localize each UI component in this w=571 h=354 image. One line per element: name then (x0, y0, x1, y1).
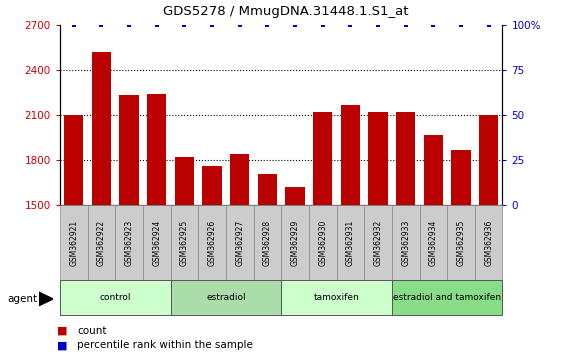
Point (263, 22, 272, 28)
Bar (479, 115, 498, 354)
Text: GSM362935: GSM362935 (456, 219, 465, 266)
Point (484, 22, 493, 28)
Point (318, 22, 327, 28)
Bar (341, 104, 360, 354)
Bar (171, 280, 282, 315)
Bar (420, 205, 447, 280)
Text: GSM362933: GSM362933 (401, 219, 410, 266)
Point (152, 22, 162, 28)
Text: GSM362924: GSM362924 (152, 219, 161, 266)
Text: ■: ■ (57, 340, 67, 350)
Point (207, 22, 216, 28)
Bar (60, 280, 171, 315)
Point (291, 22, 300, 28)
Text: percentile rank within the sample: percentile rank within the sample (77, 340, 253, 350)
Text: GSM362932: GSM362932 (373, 219, 383, 266)
Text: GSM362927: GSM362927 (235, 219, 244, 266)
Point (235, 22, 244, 28)
Point (346, 22, 355, 28)
Bar (309, 205, 336, 280)
Bar (282, 205, 309, 280)
Bar (171, 205, 198, 280)
Text: GSM362922: GSM362922 (97, 219, 106, 266)
Bar (336, 205, 364, 280)
Bar (364, 205, 392, 280)
Text: GDS5278 / MmugDNA.31448.1.S1_at: GDS5278 / MmugDNA.31448.1.S1_at (163, 5, 408, 18)
Bar (313, 112, 332, 354)
Point (456, 22, 465, 28)
Bar (87, 205, 115, 280)
Text: GSM362934: GSM362934 (429, 219, 438, 266)
Bar (147, 94, 166, 354)
Bar (286, 187, 305, 354)
Bar (396, 112, 415, 354)
Bar (392, 205, 420, 280)
Bar (115, 205, 143, 280)
Bar (475, 205, 502, 280)
Bar (64, 115, 83, 354)
Text: GSM362936: GSM362936 (484, 219, 493, 266)
Text: GSM362923: GSM362923 (124, 219, 134, 266)
Text: GSM362925: GSM362925 (180, 219, 189, 266)
Text: GSM362926: GSM362926 (208, 219, 216, 266)
Text: GSM362928: GSM362928 (263, 219, 272, 266)
Point (124, 22, 134, 28)
Bar (143, 205, 171, 280)
Bar (60, 205, 87, 280)
Text: GSM362929: GSM362929 (291, 219, 300, 266)
Bar (282, 280, 392, 315)
Point (401, 22, 410, 28)
Bar (202, 166, 222, 354)
Point (69, 22, 78, 28)
Bar (198, 205, 226, 280)
Text: count: count (77, 326, 107, 336)
Bar (226, 205, 254, 280)
Point (97, 22, 106, 28)
Text: estradiol and tamoxifen: estradiol and tamoxifen (393, 293, 501, 302)
Bar (424, 135, 443, 354)
Point (429, 22, 438, 28)
Point (373, 22, 383, 28)
Bar (254, 205, 282, 280)
Text: tamoxifen: tamoxifen (313, 293, 359, 302)
Polygon shape (39, 292, 53, 306)
Bar (258, 174, 277, 354)
Bar (368, 112, 388, 354)
Bar (230, 154, 250, 354)
Text: control: control (99, 293, 131, 302)
Text: ■: ■ (57, 326, 67, 336)
Text: agent: agent (7, 294, 38, 304)
Bar (175, 157, 194, 354)
Bar (92, 52, 111, 354)
Bar (451, 150, 471, 354)
Bar (119, 96, 139, 354)
Text: estradiol: estradiol (206, 293, 246, 302)
Text: GSM362930: GSM362930 (318, 219, 327, 266)
Text: GSM362931: GSM362931 (346, 219, 355, 266)
Text: GSM362921: GSM362921 (69, 219, 78, 266)
Point (180, 22, 189, 28)
Bar (447, 205, 475, 280)
Bar (392, 280, 502, 315)
